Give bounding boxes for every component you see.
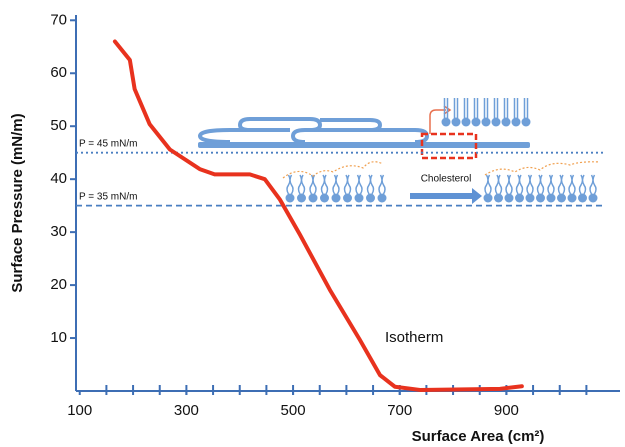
- lipid-head: [547, 194, 556, 203]
- y-tick-label: 20: [50, 276, 67, 293]
- lipid-tail: [299, 175, 305, 194]
- lipid-tail: [485, 175, 491, 194]
- lipid-head: [286, 194, 295, 203]
- lipid-head: [522, 118, 531, 127]
- lipid-tail: [527, 175, 533, 194]
- x-tick-label: 300: [174, 402, 199, 419]
- chart: 10 20 30 40 50 60 70 100 300 500 700 900 Surface Are…: [0, 0, 625, 447]
- membrane-schematic: [198, 98, 600, 204]
- lipid-head: [526, 194, 535, 203]
- lipid-head: [492, 118, 501, 127]
- y-tick-label: 70: [50, 11, 67, 28]
- lipid-head: [536, 194, 545, 203]
- lipid-head: [512, 118, 521, 127]
- lipid-head: [578, 194, 587, 203]
- lipid-head: [355, 194, 364, 203]
- lipid-head: [442, 118, 451, 127]
- monolayer: [198, 142, 530, 148]
- y-tick-label: 30: [50, 223, 67, 240]
- lipid-head: [482, 118, 491, 127]
- lipid-head: [366, 194, 375, 203]
- lipid-tail: [368, 175, 374, 194]
- lipid-tail: [310, 175, 316, 194]
- protein-chain: [485, 162, 600, 175]
- y-tick-label: 60: [50, 64, 67, 81]
- x-tick-label: 900: [494, 402, 519, 419]
- lipid-tail: [287, 175, 293, 194]
- lipid-tail: [517, 175, 523, 194]
- lipid-tail: [515, 98, 518, 118]
- lipid-tail: [455, 98, 458, 118]
- series-label: Isotherm: [385, 329, 443, 346]
- lipid-tail: [538, 175, 544, 194]
- y-tick-label: 10: [50, 329, 67, 346]
- lipid-head: [462, 118, 471, 127]
- lipid-tail: [465, 98, 468, 118]
- x-tick-label: 700: [387, 402, 412, 419]
- reference-label: P = 45 mN/m: [79, 138, 137, 149]
- lipid-tail: [559, 175, 565, 194]
- lipid-head: [557, 194, 566, 203]
- lipid-head: [452, 118, 461, 127]
- isotherm-line: [115, 41, 522, 389]
- reference-label: P = 35 mN/m: [79, 191, 137, 202]
- lipid-head: [515, 194, 524, 203]
- lipid-head: [343, 194, 352, 203]
- lipid-tail: [548, 175, 554, 194]
- lipid-head: [589, 194, 598, 203]
- lipid-tail: [322, 175, 328, 194]
- lipid-tail: [475, 98, 478, 118]
- lipid-tail: [580, 175, 586, 194]
- lipid-tail: [495, 98, 498, 118]
- lipid-head: [505, 194, 514, 203]
- lipid-head: [332, 194, 341, 203]
- lipid-head: [309, 194, 318, 203]
- lipid-tail: [569, 175, 575, 194]
- lipid-head: [568, 194, 577, 203]
- lipid-head: [484, 194, 493, 203]
- lipid-tail: [505, 98, 508, 118]
- y-axis-title: Surface Pressure (mN/m): [9, 113, 26, 292]
- lipid-head: [378, 194, 387, 203]
- cholesterol-arrow: [410, 188, 482, 204]
- lipid-head: [494, 194, 503, 203]
- lipid-tail: [506, 175, 512, 194]
- lipid-tail: [333, 175, 339, 194]
- lipid-tail: [485, 98, 488, 118]
- y-tick-label: 40: [50, 170, 67, 187]
- lipid-tail: [496, 175, 502, 194]
- y-tick-label: 50: [50, 117, 67, 134]
- lipid-tail: [379, 175, 385, 194]
- lipid-tail: [590, 175, 596, 194]
- lipid-tail: [356, 175, 362, 194]
- annotation: Cholesterol: [421, 174, 472, 185]
- lipid-tail: [345, 175, 351, 194]
- x-axis-title: Surface Area (cm²): [412, 428, 545, 445]
- lipid-head: [472, 118, 481, 127]
- protein-chain: [283, 162, 383, 178]
- lipid-tail: [525, 98, 528, 118]
- x-tick-label: 500: [281, 402, 306, 419]
- x-tick-label: 100: [67, 402, 92, 419]
- lipid-head: [297, 194, 306, 203]
- lipid-head: [320, 194, 329, 203]
- lipid-head: [502, 118, 511, 127]
